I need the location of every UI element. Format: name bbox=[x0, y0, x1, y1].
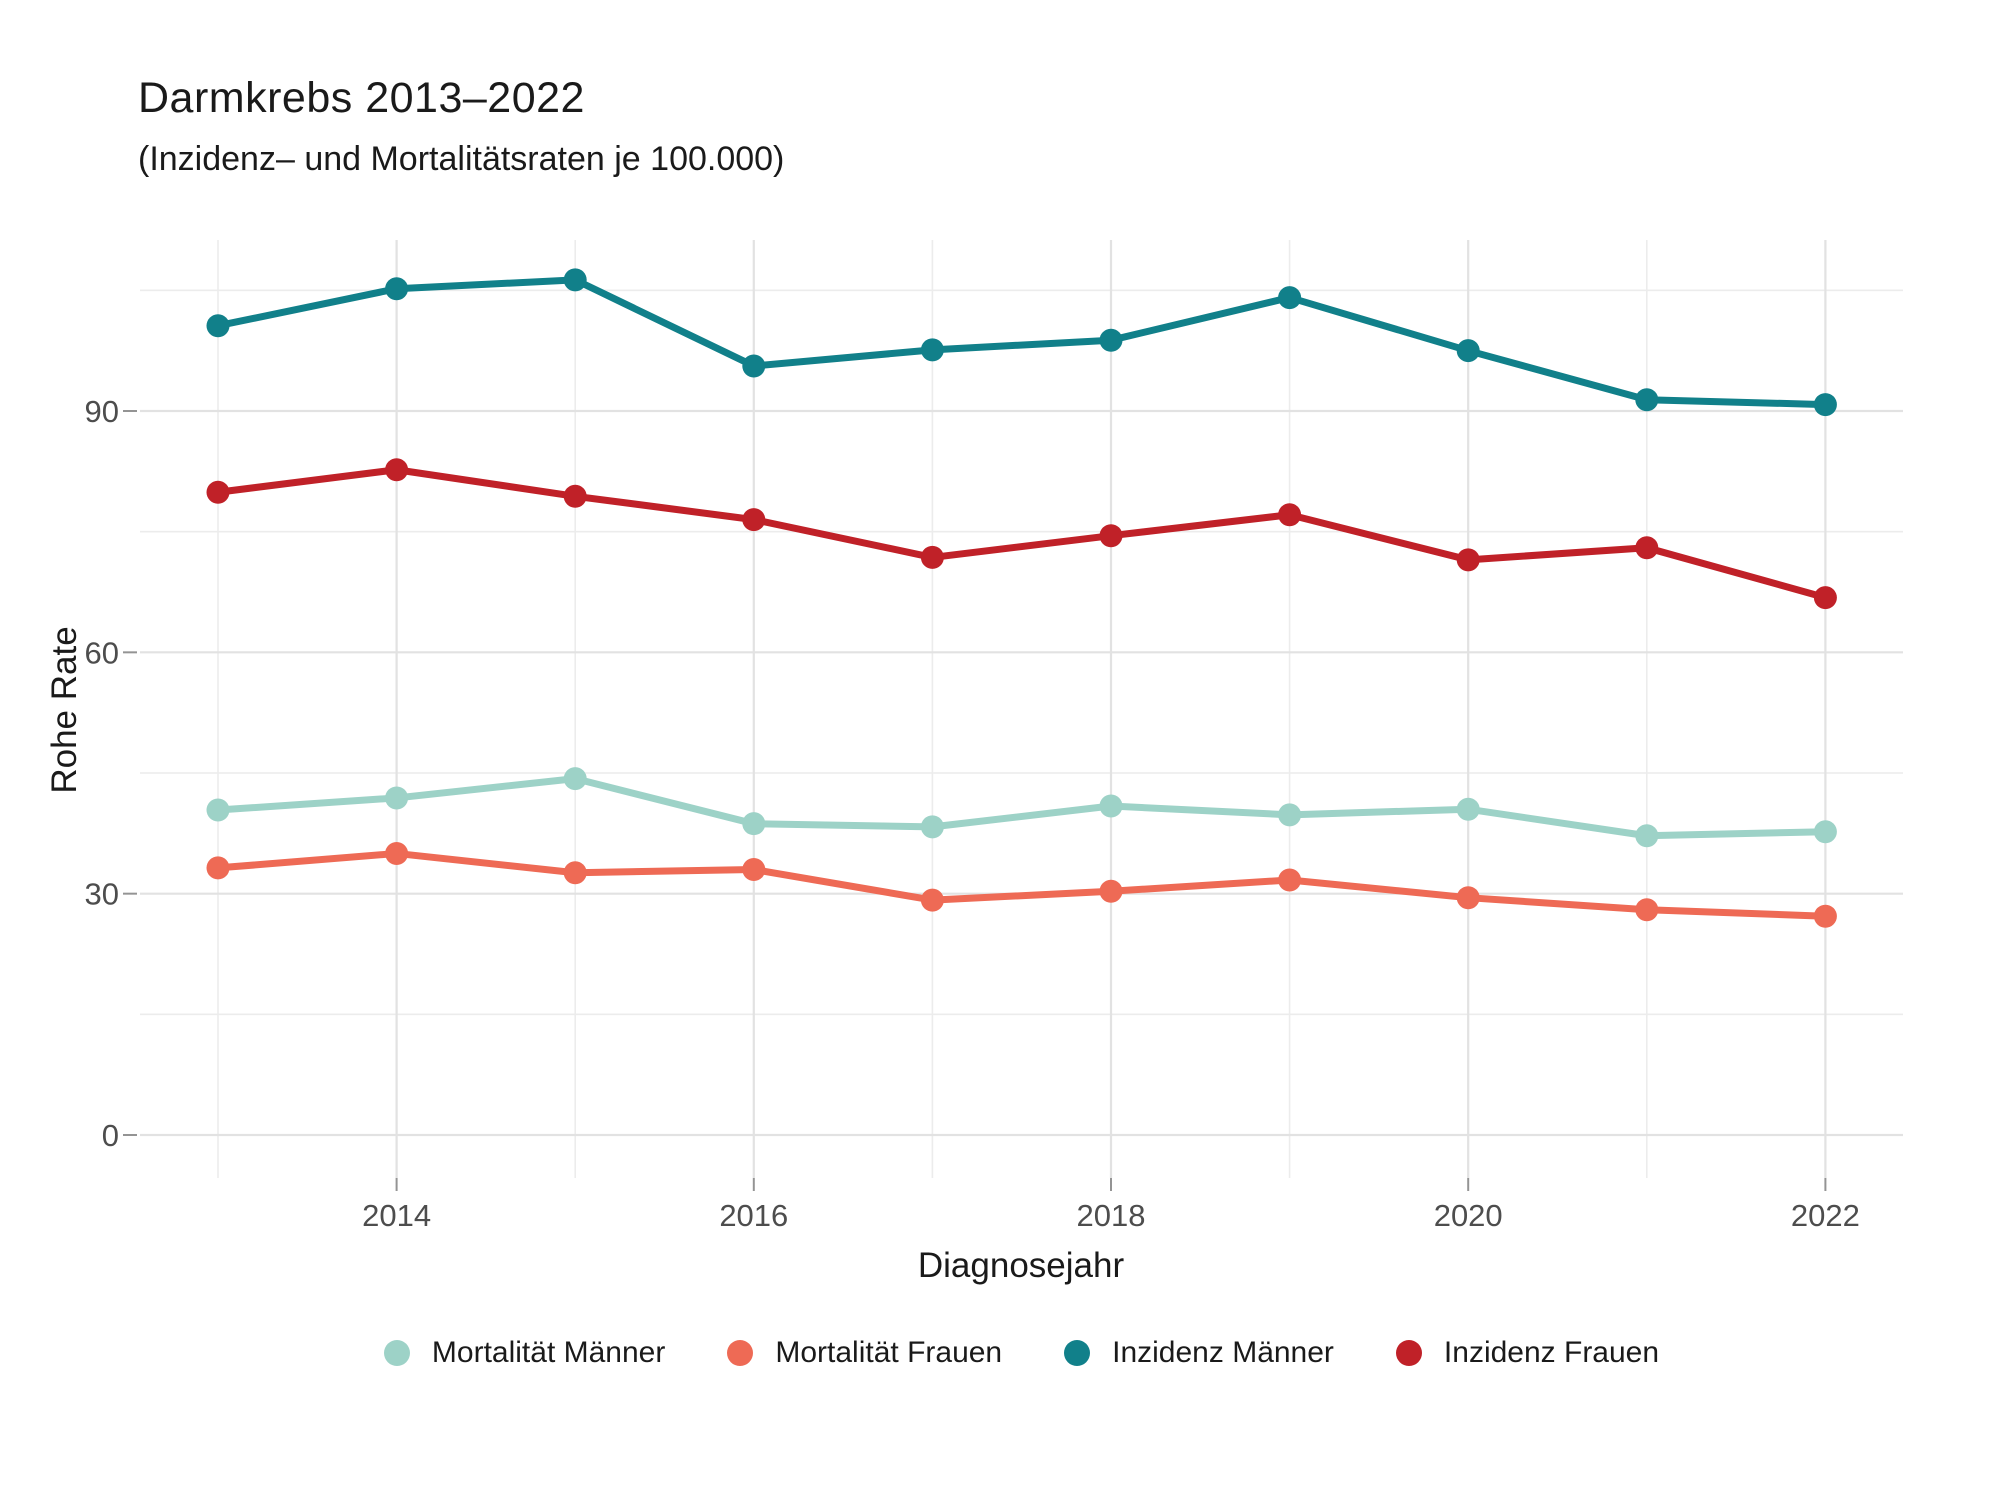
series-point-mortalitaet-maenner bbox=[385, 786, 409, 810]
series-point-mortalitaet-frauen bbox=[742, 858, 766, 882]
series-point-inzidenz-maenner bbox=[385, 277, 409, 301]
series-point-mortalitaet-frauen bbox=[563, 861, 587, 885]
series-point-mortalitaet-frauen bbox=[1456, 886, 1480, 910]
series-point-inzidenz-frauen bbox=[1456, 548, 1480, 572]
y-axis-tick-label: 90 bbox=[85, 394, 119, 429]
series-point-inzidenz-frauen bbox=[385, 458, 409, 482]
y-axis-tick-label: 60 bbox=[85, 635, 119, 670]
series-point-inzidenz-frauen bbox=[1813, 586, 1837, 610]
x-axis-tick-label: 2020 bbox=[1434, 1198, 1503, 1233]
legend-item-inzidenz-maenner: Inzidenz Männer bbox=[1064, 1336, 1334, 1370]
series-point-inzidenz-maenner bbox=[563, 268, 587, 292]
series-point-inzidenz-maenner bbox=[1278, 286, 1302, 310]
series-point-mortalitaet-maenner bbox=[920, 815, 944, 839]
series-point-inzidenz-maenner bbox=[742, 354, 766, 378]
legend-dot-mortalitaet-maenner-icon bbox=[383, 1340, 410, 1366]
legend-item-mortalitaet-maenner: Mortalität Männer bbox=[383, 1336, 666, 1370]
y-axis-title: Rohe Rate bbox=[45, 626, 84, 794]
legend-label: Mortalität Frauen bbox=[775, 1336, 1003, 1369]
legend-label: Inzidenz Männer bbox=[1112, 1336, 1334, 1369]
series-point-inzidenz-maenner bbox=[1456, 339, 1480, 363]
series-point-mortalitaet-frauen bbox=[206, 856, 230, 880]
series-point-mortalitaet-frauen bbox=[1635, 898, 1659, 922]
legend: Mortalität Männer Mortalität Frauen Inzi… bbox=[140, 1336, 1903, 1370]
y-axis-tick-label: 0 bbox=[102, 1118, 119, 1153]
y-axis-tick-label: 30 bbox=[85, 877, 119, 912]
series-point-mortalitaet-maenner bbox=[1635, 824, 1659, 848]
series-point-mortalitaet-frauen bbox=[385, 841, 409, 865]
series-point-mortalitaet-maenner bbox=[1456, 797, 1480, 821]
legend-item-inzidenz-frauen: Inzidenz Frauen bbox=[1395, 1336, 1660, 1370]
series-point-inzidenz-frauen bbox=[742, 508, 766, 532]
series-line-inzidenz-maenner bbox=[214, 276, 1829, 409]
legend-label: Mortalität Männer bbox=[431, 1336, 666, 1369]
series-point-inzidenz-maenner bbox=[1635, 388, 1659, 412]
series-point-mortalitaet-frauen bbox=[920, 888, 944, 912]
series-point-mortalitaet-frauen bbox=[1099, 879, 1123, 903]
series-point-mortalitaet-maenner bbox=[1099, 794, 1123, 818]
series-point-inzidenz-maenner bbox=[920, 338, 944, 362]
series-point-inzidenz-maenner bbox=[1099, 328, 1123, 352]
series-point-inzidenz-frauen bbox=[1099, 524, 1123, 548]
x-axis-tick-label: 2014 bbox=[362, 1198, 431, 1233]
series-point-inzidenz-frauen bbox=[206, 480, 230, 504]
series-point-inzidenz-frauen bbox=[1278, 503, 1302, 527]
chart-subtitle: (Inzidenz– und Mortalitätsraten je 100.0… bbox=[138, 140, 785, 178]
series-point-inzidenz-frauen bbox=[563, 484, 587, 508]
series-line-mortalitaet-frauen bbox=[214, 849, 1829, 920]
series-point-inzidenz-maenner bbox=[206, 314, 230, 338]
x-axis-tick-label: 2018 bbox=[1077, 1198, 1146, 1233]
series-point-inzidenz-frauen bbox=[1635, 536, 1659, 560]
legend-label: Inzidenz Frauen bbox=[1443, 1336, 1660, 1369]
series-point-inzidenz-maenner bbox=[1813, 393, 1837, 417]
series-line-inzidenz-frauen bbox=[214, 466, 1829, 602]
legend-dot-inzidenz-frauen-icon bbox=[1395, 1340, 1422, 1366]
series-point-mortalitaet-frauen bbox=[1813, 904, 1837, 928]
x-axis-tick-label: 2016 bbox=[719, 1198, 788, 1233]
series-point-mortalitaet-maenner bbox=[1813, 820, 1837, 844]
x-axis-title: Diagnosejahr bbox=[917, 1246, 1125, 1285]
series-point-mortalitaet-maenner bbox=[206, 798, 230, 822]
series-point-mortalitaet-maenner bbox=[742, 812, 766, 836]
series-point-mortalitaet-maenner bbox=[1278, 803, 1302, 827]
chart-title: Darmkrebs 2013–2022 bbox=[138, 74, 585, 122]
legend-item-mortalitaet-frauen: Mortalität Frauen bbox=[727, 1336, 1002, 1370]
series-point-mortalitaet-maenner bbox=[563, 767, 587, 791]
series-line-mortalitaet-maenner bbox=[214, 775, 1829, 840]
series-point-mortalitaet-frauen bbox=[1278, 868, 1302, 892]
series-point-inzidenz-frauen bbox=[920, 545, 944, 569]
legend-dot-inzidenz-maenner-icon bbox=[1064, 1340, 1091, 1366]
x-axis-tick-label: 2022 bbox=[1791, 1198, 1860, 1233]
legend-dot-mortalitaet-frauen-icon bbox=[727, 1340, 754, 1366]
